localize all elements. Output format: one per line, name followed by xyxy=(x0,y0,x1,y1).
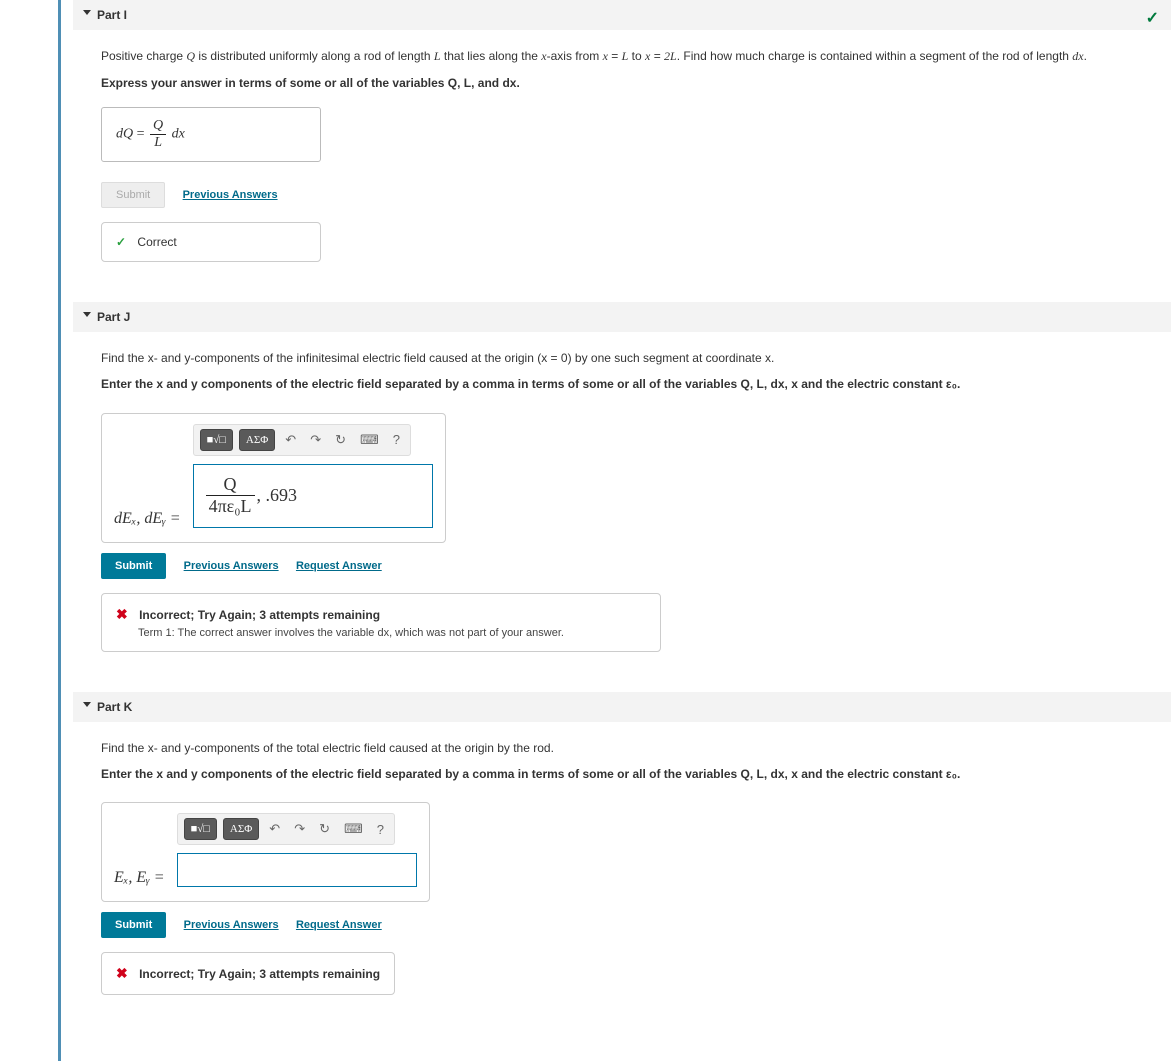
part-i-answer-box: dQ = Q L dx xyxy=(101,107,321,162)
previous-answers-link[interactable]: Previous Answers xyxy=(183,189,278,201)
part-i-body: ✓ Positive charge Q is distributed unifo… xyxy=(61,30,1171,278)
var-L: L xyxy=(434,49,441,63)
equation-editor: dEₓ, dEᵧ = ■√□ ΑΣΦ ↶ ↷ ↻ ⌨ ? Q 4π xyxy=(101,413,446,543)
assignment-container: Part I ✓ Positive charge Q is distribute… xyxy=(58,0,1171,1061)
qtext-seg: to xyxy=(628,49,645,63)
submit-button: Submit xyxy=(101,182,165,208)
eq-op: = xyxy=(650,49,664,63)
frac-den: 4πε₀L xyxy=(206,496,255,517)
part-k-header[interactable]: Part K xyxy=(73,692,1171,722)
equation-editor: Eₓ, Eᵧ = ■√□ ΑΣΦ ↶ ↷ ↻ ⌨ ? xyxy=(101,802,430,902)
answer-eq: = xyxy=(137,127,148,142)
feedback-incorrect: ✖ Incorrect; Try Again; 3 attempts remai… xyxy=(101,952,395,995)
part-k-instruction: Enter the x and y components of the elec… xyxy=(101,765,1147,784)
feedback-correct: ✓ Correct xyxy=(101,222,321,262)
part-k-body: Find the x- and y-components of the tota… xyxy=(61,722,1171,1012)
sqrt-tool-icon[interactable]: ■√□ xyxy=(200,429,233,451)
undo-icon[interactable]: ↶ xyxy=(265,819,284,839)
fraction: Q L xyxy=(150,118,166,151)
sqrt-tool-icon[interactable]: ■√□ xyxy=(184,818,217,840)
previous-answers-link[interactable]: Previous Answers xyxy=(184,560,279,572)
equation-input[interactable]: Q 4πε₀L , .693 xyxy=(193,464,433,528)
part-i-header[interactable]: Part I xyxy=(73,0,1171,30)
help-icon[interactable]: ? xyxy=(389,430,404,449)
feedback-incorrect: ✖ Incorrect; Try Again; 3 attempts remai… xyxy=(101,593,661,652)
fraction: Q 4πε₀L xyxy=(206,474,255,517)
part-k-title: Part K xyxy=(97,700,132,714)
eq-label: Eₓ, Eᵧ = xyxy=(114,869,165,887)
part-j-body: Find the x- and y-components of the infi… xyxy=(61,332,1171,668)
submit-button[interactable]: Submit xyxy=(101,912,166,938)
part-i-question: Positive charge Q is distributed uniform… xyxy=(101,46,1147,68)
caret-down-icon xyxy=(83,10,91,15)
answer-rest: , .693 xyxy=(257,485,298,506)
qtext-seg: is distributed uniformly along a rod of … xyxy=(195,49,434,63)
part-k-buttons: Submit Previous Answers Request Answer xyxy=(101,912,1147,938)
feedback-title: Incorrect; Try Again; 3 attempts remaini… xyxy=(139,608,380,622)
part-j-question: Find the x- and y-components of the infi… xyxy=(101,348,1147,370)
feedback-text: Correct xyxy=(137,235,176,249)
check-icon: ✓ xyxy=(1146,8,1159,28)
var-dx: dx xyxy=(1072,49,1083,63)
help-icon[interactable]: ? xyxy=(373,820,388,839)
qtext-seg: Positive charge xyxy=(101,49,186,63)
part-j-header[interactable]: Part J xyxy=(73,302,1171,332)
qtext-seg: -axis from xyxy=(547,49,603,63)
submit-button[interactable]: Submit xyxy=(101,553,166,579)
keyboard-icon[interactable]: ⌨ xyxy=(356,430,383,450)
greek-tool-icon[interactable]: ΑΣΦ xyxy=(223,818,259,840)
part-j-buttons: Submit Previous Answers Request Answer xyxy=(101,553,1147,579)
qtext-seg: . Find how much charge is contained with… xyxy=(677,49,1073,63)
eq-toolbar: ■√□ ΑΣΦ ↶ ↷ ↻ ⌨ ? xyxy=(177,813,395,845)
answer-lhs: dQ xyxy=(116,127,133,142)
frac-num: Q xyxy=(150,118,166,135)
part-i-instruction: Express your answer in terms of some or … xyxy=(101,74,1147,93)
eq-toolbar: ■√□ ΑΣΦ ↶ ↷ ↻ ⌨ ? xyxy=(193,424,411,456)
x-icon: ✖ xyxy=(116,965,128,981)
eq-label: dEₓ, dEᵧ = xyxy=(114,510,181,528)
caret-down-icon xyxy=(83,702,91,707)
previous-answers-link[interactable]: Previous Answers xyxy=(184,919,279,931)
eq-var: 2L xyxy=(664,49,677,63)
reset-icon[interactable]: ↻ xyxy=(315,819,334,839)
qtext-seg: that lies along the xyxy=(441,49,542,63)
x-icon: ✖ xyxy=(116,606,128,622)
request-answer-link[interactable]: Request Answer xyxy=(296,919,382,931)
check-icon: ✓ xyxy=(116,235,126,249)
part-j-instruction: Enter the x and y components of the elec… xyxy=(101,375,1147,394)
frac-num: Q xyxy=(206,474,255,496)
caret-down-icon xyxy=(83,312,91,317)
eq-op: = xyxy=(608,49,622,63)
var-Q: Q xyxy=(186,49,195,63)
part-j-title: Part J xyxy=(97,310,130,324)
reset-icon[interactable]: ↻ xyxy=(331,430,350,450)
frac-den: L xyxy=(150,135,166,151)
request-answer-link[interactable]: Request Answer xyxy=(296,560,382,572)
part-i-buttons: Submit Previous Answers xyxy=(101,182,1147,208)
undo-icon[interactable]: ↶ xyxy=(281,430,300,450)
redo-icon[interactable]: ↷ xyxy=(290,819,309,839)
feedback-title: Incorrect; Try Again; 3 attempts remaini… xyxy=(139,967,380,981)
redo-icon[interactable]: ↷ xyxy=(306,430,325,450)
feedback-sub: Term 1: The correct answer involves the … xyxy=(138,627,646,639)
answer-rhs: dx xyxy=(172,127,185,142)
greek-tool-icon[interactable]: ΑΣΦ xyxy=(239,429,275,451)
qtext-seg: . xyxy=(1084,49,1087,63)
equation-input[interactable] xyxy=(177,853,417,887)
keyboard-icon[interactable]: ⌨ xyxy=(340,819,367,839)
part-k-question: Find the x- and y-components of the tota… xyxy=(101,738,1147,760)
part-i-title: Part I xyxy=(97,8,127,22)
